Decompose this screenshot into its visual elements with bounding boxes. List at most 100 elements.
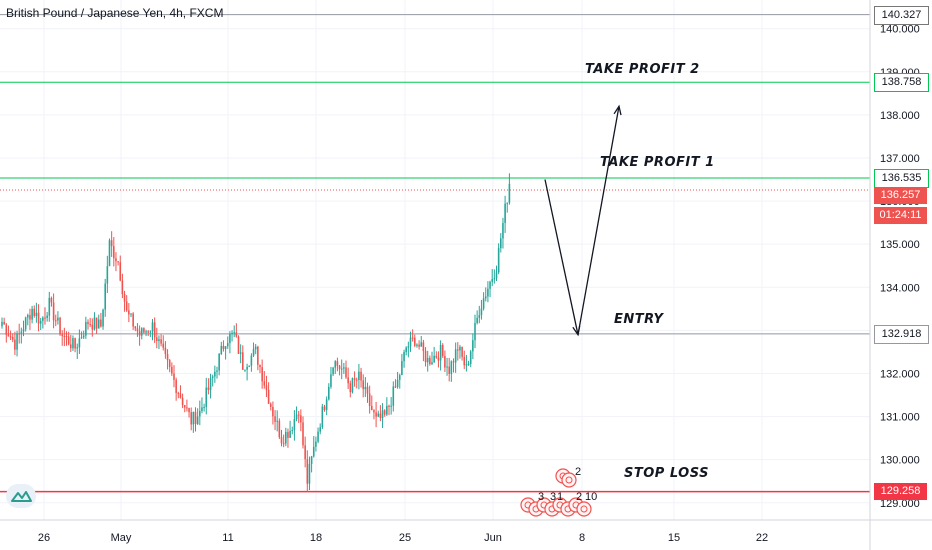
entry-label: ENTRY (614, 312, 664, 327)
candle-body (229, 333, 231, 344)
candle-body (183, 405, 186, 408)
candle-body (61, 334, 63, 336)
candle-body (272, 406, 274, 417)
y-tick-label: 131.000 (880, 412, 920, 424)
event-icon (561, 472, 577, 488)
candle-body (235, 332, 238, 337)
candle-body (351, 378, 354, 393)
candle-body (222, 345, 225, 350)
tradingview-logo-icon[interactable] (6, 484, 36, 508)
candle-body (409, 337, 412, 347)
candle-body (360, 371, 362, 381)
candle-body (188, 408, 190, 413)
candle-body (132, 313, 134, 327)
candle-body (108, 240, 111, 267)
x-tick-label: 8 (579, 532, 585, 544)
candle-body (9, 336, 12, 338)
candle-body (394, 386, 397, 388)
candle-body (82, 335, 85, 338)
candle-body (158, 339, 160, 342)
candle-body (156, 337, 158, 342)
candle-body (439, 344, 442, 361)
candle-body (149, 331, 152, 333)
candle-body (493, 278, 496, 280)
candle-body (199, 410, 201, 417)
candle-body (190, 412, 192, 425)
candle-body (379, 413, 382, 419)
candle-body (310, 456, 313, 464)
candle-body (246, 366, 248, 370)
candle-body (353, 378, 356, 380)
candle-body (480, 308, 483, 316)
x-tick-label: 26 (38, 532, 50, 544)
candle-body (239, 352, 242, 354)
candle-body (302, 422, 304, 446)
candle-body (106, 266, 109, 284)
candle-body (76, 347, 79, 349)
candle-body (289, 430, 291, 438)
candle-body (54, 320, 57, 322)
price-label-tp1: 136.535 (874, 169, 929, 189)
candle-body (211, 376, 214, 378)
candle-body (469, 351, 472, 364)
candle-body (457, 349, 459, 351)
candle-body (454, 349, 457, 363)
candle-body (177, 392, 180, 394)
y-tick-label: 135.000 (880, 239, 920, 251)
x-tick-label: 11 (222, 532, 233, 544)
candles (1, 173, 511, 492)
candle-body (338, 365, 341, 369)
candle-body (57, 317, 59, 321)
candle-body (24, 317, 27, 330)
candle-body (312, 446, 315, 457)
candle-body (306, 459, 309, 484)
candle-body (93, 317, 96, 330)
candle-body (78, 338, 81, 348)
candle-body (328, 386, 330, 400)
candle-body (506, 202, 509, 204)
x-tick-label: May (111, 532, 132, 544)
candle-body (323, 406, 326, 410)
candle-body (495, 272, 498, 279)
candle-body (7, 334, 10, 337)
candle-body (203, 406, 205, 408)
candle-body (411, 337, 414, 339)
candle-body (110, 240, 113, 247)
candle-body (72, 338, 74, 349)
candle-body (355, 379, 358, 381)
candle-body (287, 431, 289, 438)
candle-body (315, 441, 317, 447)
candle-body (431, 362, 433, 365)
candle-body (429, 357, 431, 365)
candle-body (450, 361, 453, 374)
candle-body (364, 386, 367, 390)
candle-body (145, 331, 147, 333)
candle-body (325, 399, 328, 410)
candle-body (343, 367, 345, 369)
candle-body (128, 310, 130, 315)
price-label-sl: 129.258 (874, 482, 927, 500)
candle-body (308, 463, 311, 484)
candle-body (250, 355, 253, 366)
candle-body (478, 315, 481, 318)
candle-body (27, 315, 29, 318)
candle-body (11, 336, 14, 340)
candle-body (113, 246, 115, 259)
candle-body (317, 431, 319, 442)
candle-body (196, 416, 199, 425)
candle-body (332, 367, 334, 375)
candle-body (226, 343, 229, 347)
candle-body (216, 370, 218, 372)
candle-body (104, 283, 106, 310)
candle-body (254, 346, 257, 350)
candle-body (143, 328, 145, 333)
candle-body (491, 279, 493, 282)
candle-body (321, 406, 324, 428)
candle-body (138, 331, 141, 336)
candle-body (508, 183, 511, 203)
candle-body (418, 344, 420, 347)
candle-body (358, 371, 360, 380)
y-tick-label: 132.000 (880, 368, 920, 380)
candle-body (396, 379, 399, 388)
